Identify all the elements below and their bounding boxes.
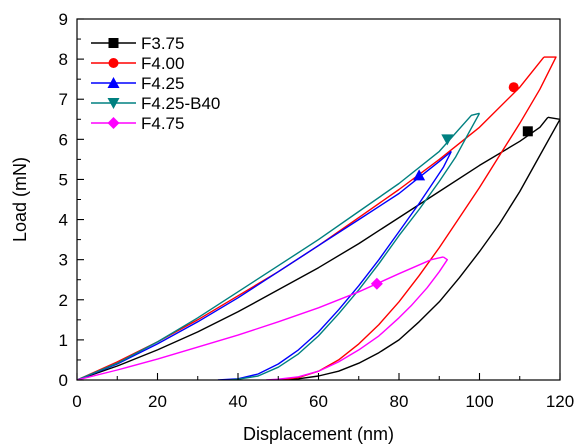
legend-item-f4-25-b40: F4.25-B40 [91,94,220,113]
data-marker-f3-75 [522,126,533,137]
loading-curve [77,116,549,380]
data-marker-f4-75 [370,277,383,290]
legend-label: F4.25-B40 [141,94,220,113]
y-tick-label: 0 [59,371,68,390]
series-f4-75 [77,256,448,380]
x-tick-label: 0 [72,392,81,411]
unloading-curve [229,112,481,380]
y-tick-label: 1 [59,331,68,350]
legend-item-f4-00: F4.00 [91,54,184,73]
legend-label: F4.75 [141,114,184,133]
data-marker-f4-25 [413,169,426,181]
unloading-curve [278,56,557,380]
y-axis-label: Load (mN) [10,157,30,242]
x-tick-label: 40 [229,392,248,411]
x-tick-label: 100 [465,392,493,411]
legend-label: F4.25 [141,74,184,93]
y-tick-label: 4 [59,211,68,230]
x-tick-label: 80 [390,392,409,411]
legend-label: F3.75 [141,34,184,53]
y-tick-label: 2 [59,291,68,310]
loading-curve [77,150,452,380]
data-marker-f4-25-b40 [441,134,454,146]
y-tick-label: 8 [59,50,68,69]
unloading-curve [286,116,560,380]
y-tick-label: 3 [59,251,68,270]
y-tick-label: 5 [59,170,68,189]
ticks-layer: 0 20 40 60 80 100 120 0 1 2 3 4 5 6 7 8 9 [59,10,575,411]
legend-marker [107,98,120,109]
data-marker-f4-00 [508,82,519,93]
x-axis-label: Displacement (nm) [243,424,394,444]
x-tick-label: 120 [546,392,574,411]
legend-marker [107,77,120,88]
x-tick-label: 60 [309,392,328,411]
legend-marker [107,117,120,129]
unloading-curve [266,256,448,380]
y-tick-label: 9 [59,10,68,29]
loading-curve [77,112,480,380]
legend-marker [108,58,119,68]
series-f4-25-b40 [77,112,481,380]
legend-item-f3-75: F3.75 [91,34,184,53]
series-f3-75 [77,116,560,380]
legend-item-f4-25: F4.25 [91,74,184,93]
y-tick-label: 7 [59,90,68,109]
legend-item-f4-75: F4.75 [91,114,184,133]
loading-curve [77,256,444,380]
legend-label: F4.00 [141,54,184,73]
series-layer [77,56,560,380]
unloading-curve [217,151,452,380]
x-tick-label: 20 [148,392,167,411]
legend-marker [108,38,119,48]
y-tick-label: 6 [59,130,68,149]
series-f4-25 [77,150,452,380]
